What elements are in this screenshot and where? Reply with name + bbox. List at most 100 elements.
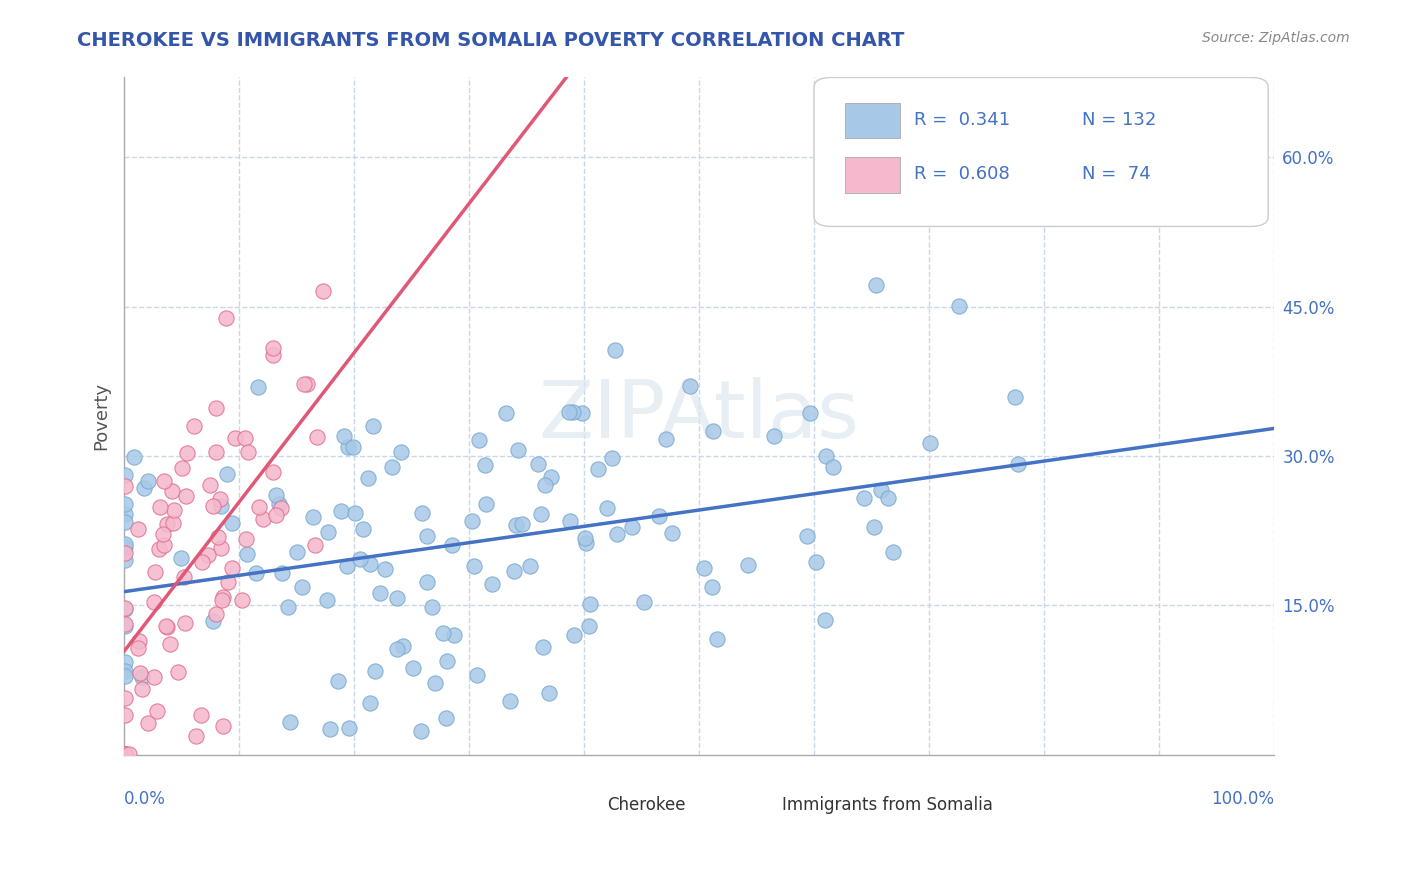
Point	[737, 558, 759, 573]
Point	[262, 349, 284, 363]
Point	[416, 529, 439, 543]
Point	[510, 516, 533, 531]
Point	[235, 547, 257, 561]
Point	[114, 618, 136, 632]
Point	[319, 722, 342, 736]
Point	[128, 666, 150, 681]
Point	[114, 507, 136, 521]
Point	[633, 595, 655, 609]
Point	[463, 558, 485, 573]
Point	[411, 506, 433, 520]
Point	[114, 601, 136, 615]
Point	[114, 546, 136, 560]
Text: CHEROKEE VS IMMIGRANTS FROM SOMALIA POVERTY CORRELATION CHART: CHEROKEE VS IMMIGRANTS FROM SOMALIA POVE…	[77, 31, 904, 50]
Point	[209, 541, 232, 555]
Point	[706, 632, 728, 647]
Point	[763, 429, 786, 443]
Text: N =  74: N = 74	[1083, 165, 1150, 183]
Point	[336, 559, 359, 574]
Point	[948, 299, 970, 313]
Point	[252, 512, 274, 526]
Point	[118, 747, 141, 761]
Point	[236, 444, 259, 458]
Point	[655, 432, 678, 446]
Point	[127, 522, 149, 536]
Point	[212, 719, 235, 733]
Point	[409, 724, 432, 739]
Point	[114, 747, 136, 761]
Point	[174, 489, 197, 503]
Point	[221, 561, 243, 575]
Point	[702, 424, 724, 438]
Point	[558, 514, 581, 528]
Point	[519, 558, 541, 573]
Point	[304, 538, 326, 552]
Point	[349, 552, 371, 566]
Point	[205, 401, 228, 415]
Point	[352, 522, 374, 536]
Point	[114, 540, 136, 554]
Point	[270, 501, 292, 516]
Point	[530, 507, 553, 521]
Point	[357, 470, 380, 484]
Point	[247, 379, 270, 393]
Point	[326, 674, 349, 689]
Point	[312, 284, 335, 298]
Point	[221, 516, 243, 531]
Point	[420, 599, 443, 614]
Point	[506, 442, 529, 457]
Point	[114, 537, 136, 551]
Point	[571, 406, 593, 420]
Point	[882, 545, 904, 559]
Point	[558, 405, 581, 419]
FancyBboxPatch shape	[814, 78, 1268, 227]
Point	[201, 499, 224, 513]
Point	[114, 747, 136, 761]
Point	[215, 311, 238, 326]
Point	[495, 406, 517, 420]
Point	[114, 747, 136, 761]
Point	[114, 691, 136, 706]
Text: ZIPAtlas: ZIPAtlas	[538, 377, 859, 455]
Point	[540, 470, 562, 484]
Point	[207, 530, 229, 544]
FancyBboxPatch shape	[845, 103, 900, 138]
Point	[131, 682, 153, 697]
Point	[211, 592, 233, 607]
Point	[114, 601, 136, 615]
Point	[343, 506, 366, 520]
FancyBboxPatch shape	[740, 796, 772, 815]
Point	[538, 686, 561, 700]
Point	[605, 343, 627, 357]
Point	[661, 526, 683, 541]
Point	[114, 467, 136, 482]
Point	[468, 433, 491, 447]
Point	[198, 478, 221, 492]
Point	[432, 626, 454, 640]
Point	[387, 641, 409, 656]
Point	[374, 562, 396, 576]
Point	[152, 526, 174, 541]
Point	[114, 708, 136, 723]
Point	[865, 277, 887, 292]
Point	[156, 517, 179, 532]
Point	[128, 633, 150, 648]
Point	[621, 520, 644, 534]
Point	[172, 461, 194, 475]
Point	[316, 524, 339, 539]
Point	[142, 669, 165, 683]
Point	[197, 549, 219, 563]
Point	[205, 607, 228, 622]
Point	[443, 628, 465, 642]
Point	[205, 445, 228, 459]
Point	[136, 715, 159, 730]
Text: Cherokee: Cherokee	[607, 796, 686, 814]
Point	[385, 591, 408, 605]
Point	[114, 669, 136, 683]
Point	[342, 440, 364, 454]
Point	[152, 474, 174, 488]
Point	[440, 538, 463, 552]
Point	[391, 640, 413, 654]
Point	[191, 556, 214, 570]
Text: 100.0%: 100.0%	[1211, 790, 1274, 808]
